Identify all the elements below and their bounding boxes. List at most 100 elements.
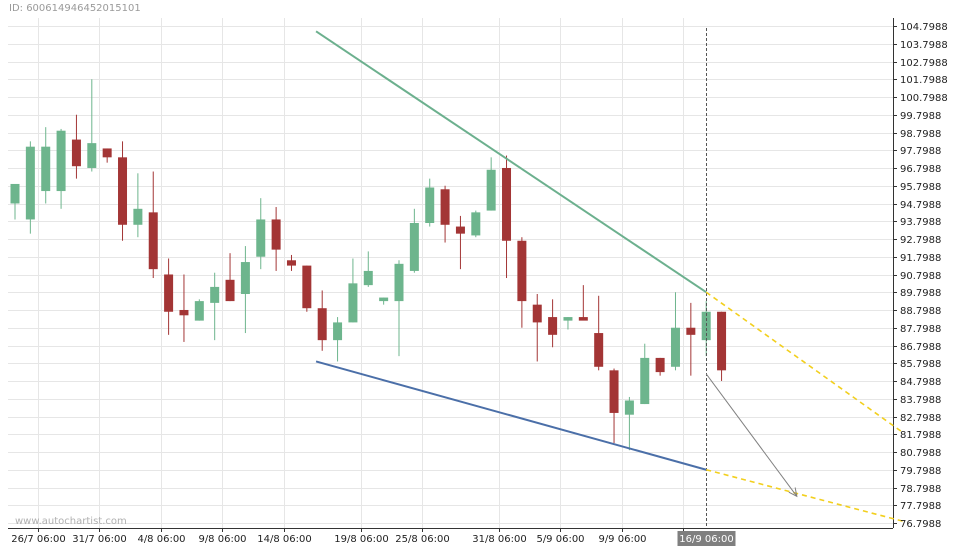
candle-bullish	[348, 258, 358, 323]
grid-lines	[8, 18, 893, 528]
candle-body	[563, 317, 573, 321]
candle-body	[41, 146, 51, 192]
watermark: www.autochartist.com	[15, 516, 127, 527]
x-tick-label: 31/8 06:00	[472, 534, 526, 545]
y-tick-label: 80.7988	[900, 448, 941, 459]
candle-body	[471, 212, 481, 236]
x-tick-label: 19/8 06:00	[334, 534, 388, 545]
candle-body	[455, 226, 465, 234]
candle-bullish	[333, 317, 343, 362]
candle-bearish	[179, 274, 189, 342]
candle-body	[133, 208, 143, 225]
y-tick-label: 90.7988	[900, 271, 941, 282]
x-tick-label: 31/7 06:00	[72, 534, 126, 545]
candle-bearish	[225, 253, 235, 302]
candle-body	[256, 219, 266, 257]
candle-bullish	[10, 183, 20, 220]
resistance-projection	[705, 291, 904, 434]
candle-bullish	[425, 178, 435, 227]
candle-body	[624, 400, 634, 415]
candle-body	[655, 357, 665, 373]
candle-body	[179, 309, 189, 316]
y-tick-label: 77.7988	[900, 501, 941, 512]
candle-body	[640, 357, 650, 405]
candle-bearish	[455, 215, 465, 270]
candle-body	[164, 274, 174, 312]
forecast-arrow-shaft	[705, 373, 798, 497]
candle-bullish	[56, 128, 66, 209]
support-projection	[705, 468, 904, 522]
plot-frame	[8, 18, 894, 529]
candle-bearish	[578, 285, 588, 321]
candle-body	[317, 308, 327, 341]
candle-bullish	[409, 208, 419, 273]
candle-bullish	[471, 210, 481, 238]
candle-bullish	[25, 141, 35, 234]
candle-body	[10, 183, 20, 204]
y-tick-label: 97.7988	[900, 146, 941, 157]
candle-body	[594, 333, 604, 367]
y-tick-label: 91.7988	[900, 253, 941, 264]
candle-bullish	[240, 246, 250, 334]
candle-body	[25, 146, 35, 220]
candle-bullish	[133, 173, 143, 238]
candle-bearish	[271, 207, 281, 271]
candle-body	[486, 169, 496, 211]
candle-body	[548, 317, 558, 335]
candle-body	[56, 130, 66, 192]
candle-body	[210, 286, 220, 303]
candle-bearish	[118, 141, 128, 241]
candle-bullish	[256, 198, 266, 270]
candle-body	[609, 370, 619, 413]
y-tick-label: 78.7988	[900, 484, 941, 495]
candle-bearish	[71, 114, 81, 179]
x-tick-label: 25/8 06:00	[395, 534, 449, 545]
candle-body	[502, 167, 512, 241]
candle-body	[425, 187, 435, 224]
x-axis: 26/7 06:00 31/7 06:00 4/8 06:00 9/8 06:00 14…	[11, 528, 736, 546]
y-tick-label: 93.7988	[900, 217, 941, 228]
candle-bullish	[87, 79, 97, 172]
candle-body	[71, 139, 81, 167]
candle-bullish	[563, 317, 573, 330]
forecast-arrow-head	[788, 487, 798, 498]
candle-body	[225, 279, 235, 302]
candle-bullish	[194, 299, 204, 321]
y-tick-label: 94.7988	[900, 200, 941, 211]
candle-body	[363, 270, 373, 286]
y-tick-label: 92.7988	[900, 235, 941, 246]
candle-bearish	[655, 357, 665, 376]
candle-body	[409, 223, 419, 271]
candle-body	[517, 240, 527, 302]
y-tick-label: 88.7988	[900, 306, 941, 317]
candle-body	[102, 148, 112, 158]
y-tick-label: 79.7988	[900, 466, 941, 477]
y-tick-label: 85.7988	[900, 359, 941, 370]
candle-body	[394, 263, 404, 302]
candle-body	[302, 265, 312, 309]
candle-bullish	[379, 297, 389, 305]
candle-bullish	[640, 343, 650, 405]
y-tick-label: 95.7988	[900, 182, 941, 193]
y-tick-label: 102.7988	[900, 58, 948, 69]
y-tick-label: 87.7988	[900, 324, 941, 335]
support-line	[315, 360, 707, 471]
candles	[10, 79, 727, 451]
candle-body	[118, 157, 128, 225]
y-tick-label: 84.7988	[900, 377, 941, 388]
candle-bearish	[286, 254, 296, 271]
current-time-badge	[677, 531, 736, 546]
x-tick-label: 9/8 06:00	[198, 534, 246, 545]
y-tick-label: 104.7988	[900, 22, 948, 33]
candle-bearish	[548, 299, 558, 348]
x-tick-label: 9/9 06:00	[598, 534, 646, 545]
x-tick-label: 4/8 06:00	[137, 534, 185, 545]
candle-bearish	[440, 185, 450, 243]
y-tick-label: 82.7988	[900, 413, 941, 424]
candle-bearish	[717, 311, 727, 381]
y-tick-label: 83.7988	[900, 395, 941, 406]
candle-bearish	[502, 155, 512, 279]
candle-body	[440, 189, 450, 225]
candle-body	[379, 297, 389, 302]
